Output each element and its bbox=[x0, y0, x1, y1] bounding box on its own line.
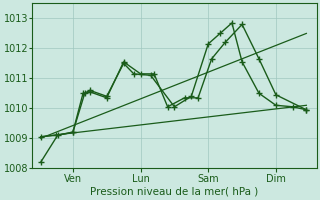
X-axis label: Pression niveau de la mer( hPa ): Pression niveau de la mer( hPa ) bbox=[90, 187, 259, 197]
